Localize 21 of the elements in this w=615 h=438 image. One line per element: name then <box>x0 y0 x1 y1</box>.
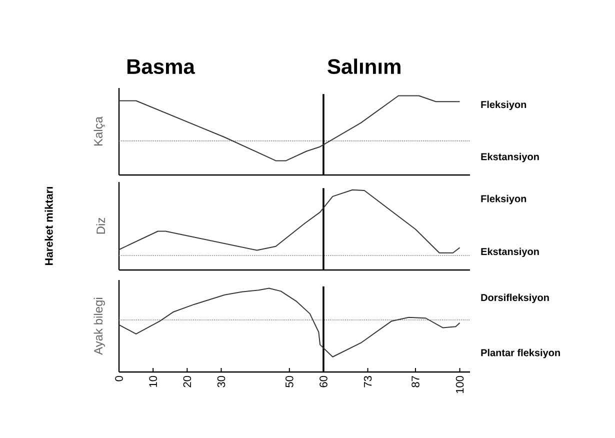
text: Hareket miktarı <box>44 187 53 265</box>
text: Ekstansiyon <box>481 248 539 258</box>
x-tick-label: 73 <box>364 376 372 388</box>
x-tick-label: 60 <box>320 376 328 388</box>
text: Plantar fleksiyon <box>481 348 560 358</box>
x-tick-label: 0 <box>115 376 123 382</box>
text: Dorsifleksiyon <box>481 294 549 304</box>
x-tick-label: 10 <box>149 376 157 387</box>
x-tick-label: 30 <box>217 376 226 388</box>
x-tick-label: 50 <box>286 376 294 388</box>
text: Salınım <box>328 58 400 74</box>
y-axis-title: Ayak bilegi <box>94 298 105 355</box>
text: Basma <box>127 59 196 74</box>
y-axis-title: Diz <box>96 218 105 234</box>
x-tick-label: 87 <box>412 376 420 388</box>
text: Fleksiyon <box>481 194 526 204</box>
y-axis-title: Kalça <box>94 116 105 146</box>
text: Fleksiyon <box>481 100 526 110</box>
text: Ekstansiyon <box>481 152 539 162</box>
x-tick-label: 20 <box>183 376 192 388</box>
x-tick-label: 100 <box>456 376 464 394</box>
